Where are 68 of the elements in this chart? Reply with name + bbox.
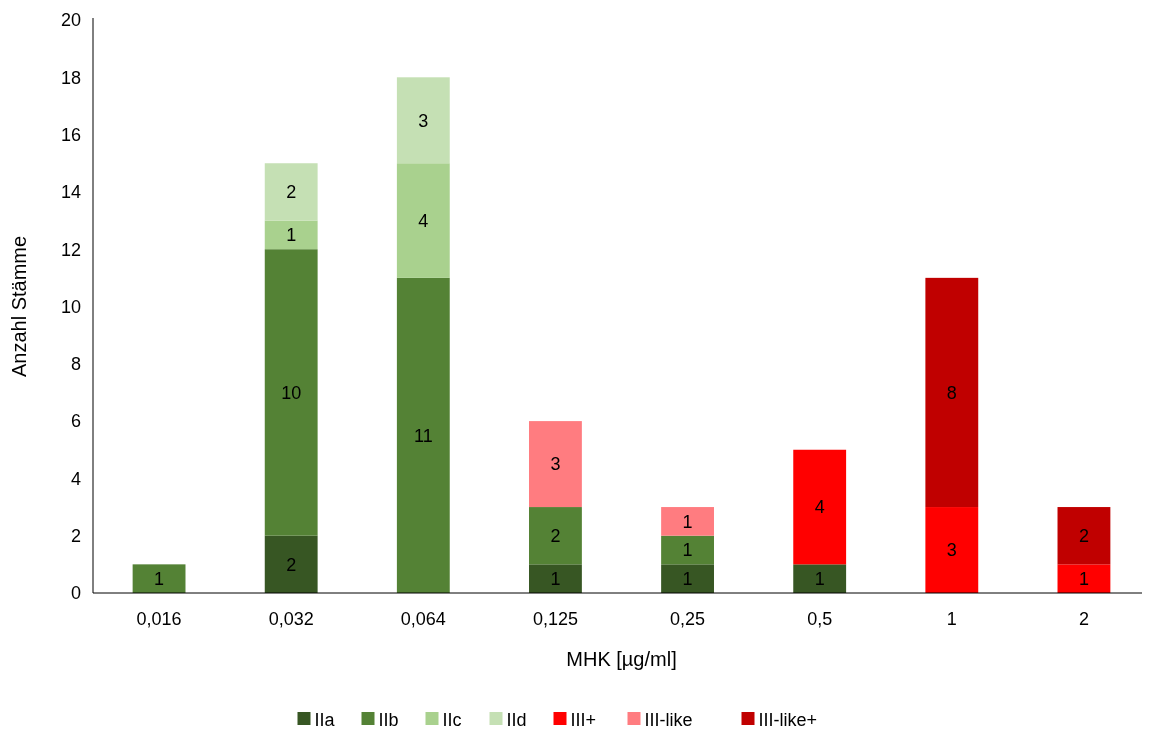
data-label: 1: [550, 568, 561, 589]
data-label: 2: [286, 554, 297, 575]
x-tick-label: 0,25: [670, 609, 706, 629]
y-tick-label: 2: [70, 526, 81, 546]
bar: [529, 421, 582, 508]
data-label: 11: [413, 425, 433, 446]
y-axis-title: Anzahl Stämme: [8, 235, 30, 378]
y-tick-label: 18: [60, 67, 81, 88]
bar: [1057, 564, 1111, 593]
x-tick-label: 0,064: [400, 609, 446, 629]
y-tick-label: 10: [60, 296, 81, 317]
y-tick-label: 20: [60, 10, 81, 31]
legend-label: III-like+: [758, 710, 818, 730]
bar: [396, 77, 450, 164]
y-tick-label: 4: [70, 468, 81, 489]
x-axis-title: MHK [µg/ml]: [566, 648, 677, 670]
x-tick-label: 0,032: [268, 609, 314, 629]
data-label: 1: [1078, 568, 1089, 589]
data-label: 1: [682, 540, 693, 561]
legend-label: IIa: [314, 710, 336, 730]
data-label: 4: [418, 210, 429, 231]
data-label: 2: [550, 526, 561, 546]
data-label: 3: [946, 540, 957, 561]
bar: [661, 535, 714, 565]
x-tick-label: 0,5: [807, 609, 833, 629]
data-label: 8: [946, 382, 957, 403]
bar: [793, 564, 847, 593]
bar: [396, 277, 450, 593]
data-label: 3: [550, 454, 561, 475]
x-tick-label: 1: [946, 609, 957, 629]
x-tick-label: 0,125: [532, 609, 578, 629]
data-label: 10: [281, 382, 302, 403]
bar: [661, 564, 714, 593]
bar: [132, 564, 186, 593]
bar: [264, 535, 318, 593]
bar: [264, 220, 318, 250]
data-label: 2: [286, 182, 297, 203]
bar: [1057, 507, 1111, 565]
data-label: 1: [154, 568, 165, 589]
data-label: 3: [418, 110, 429, 131]
data-label: 1: [682, 511, 693, 532]
bar: [396, 163, 450, 278]
legend-label: IIb: [378, 710, 399, 730]
y-tick-label: 14: [60, 182, 81, 203]
data-label: 1: [814, 568, 825, 589]
x-tick-label: 2: [1078, 609, 1089, 629]
bar: [661, 507, 714, 536]
bar: [529, 564, 582, 593]
y-tick-label: 8: [70, 354, 81, 375]
legend-label: III-like: [644, 710, 693, 730]
y-tick-label: 12: [60, 239, 81, 260]
data-label: 1: [682, 568, 693, 589]
bar: [264, 249, 318, 536]
data-label: 1: [286, 225, 297, 246]
data-label: 4: [814, 497, 825, 518]
bar: [793, 449, 847, 565]
legend-label: IId: [506, 710, 527, 730]
bar: [925, 507, 979, 593]
x-tick-label: 0,016: [136, 609, 182, 629]
bar: [925, 277, 979, 508]
y-tick-label: 16: [60, 124, 81, 145]
data-label: 2: [1078, 526, 1089, 546]
legend-label: IIc: [442, 710, 462, 730]
legend-label: III+: [570, 710, 597, 730]
y-tick-label: 6: [70, 411, 81, 432]
y-tick-label: 0: [70, 583, 81, 604]
bar: [529, 507, 582, 565]
bar: [264, 163, 318, 221]
